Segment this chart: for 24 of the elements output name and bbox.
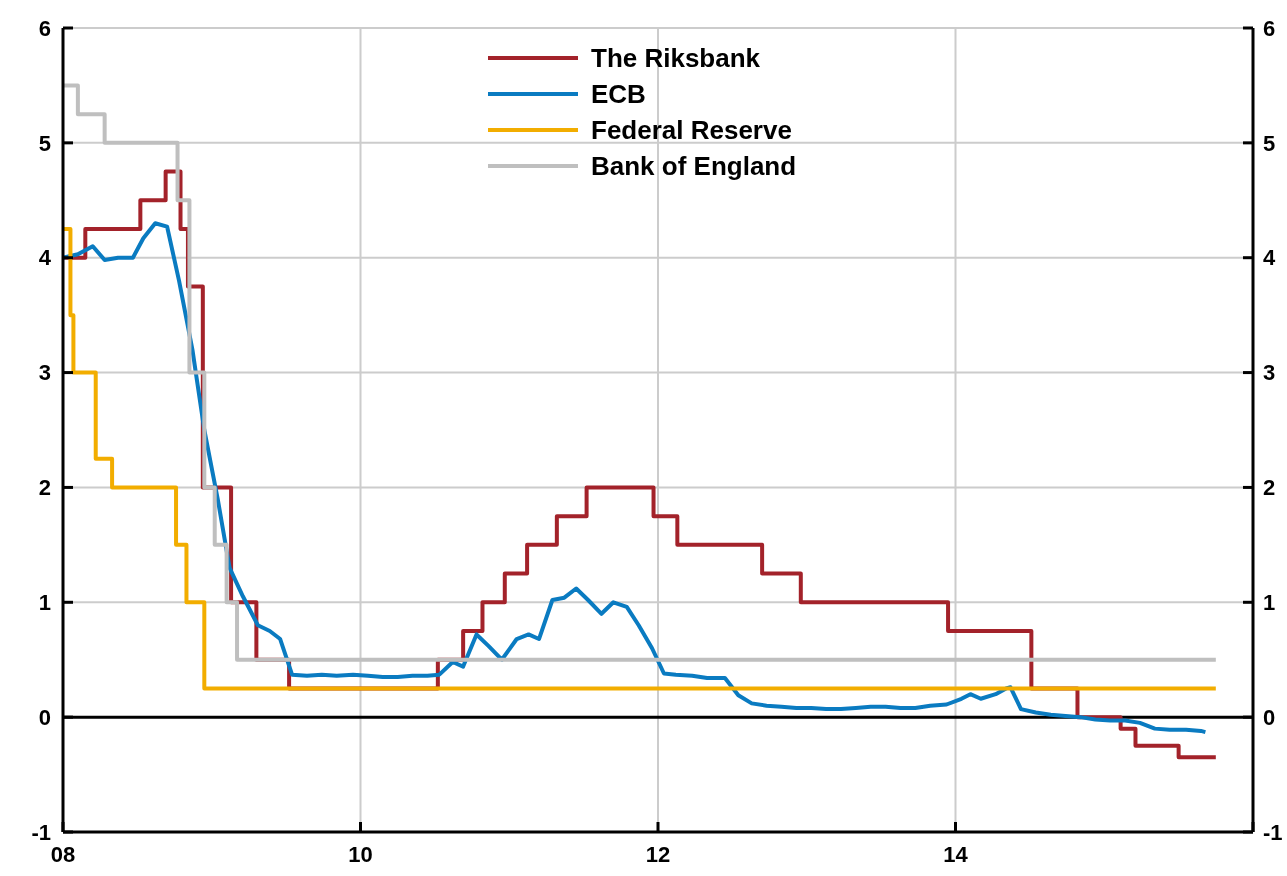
y2-tick-label: -1 xyxy=(1263,819,1283,845)
x-tick-label: 08 xyxy=(50,842,76,867)
y-tick-label: 2 xyxy=(38,475,51,501)
y-tick-label: 5 xyxy=(38,130,51,156)
y2-tick-label: 6 xyxy=(1263,15,1276,41)
legend-label: The Riksbank xyxy=(591,43,761,74)
y-tick-label: 0 xyxy=(38,704,51,730)
legend-label: Bank of England xyxy=(591,151,797,182)
y2-tick-label: 1 xyxy=(1263,589,1276,615)
y2-tick-label: 5 xyxy=(1263,130,1276,156)
y-tick-label: -1 xyxy=(31,819,51,845)
y2-tick-label: 0 xyxy=(1263,704,1276,730)
x-tick-label: 12 xyxy=(645,842,671,867)
y2-tick-label: 2 xyxy=(1263,475,1276,501)
y-tick-label: 3 xyxy=(38,360,51,386)
x-tick-label: 10 xyxy=(348,842,373,867)
y-tick-label: 4 xyxy=(38,245,52,271)
y-tick-label: 6 xyxy=(38,15,51,41)
legend-label: Federal Reserve xyxy=(591,115,792,146)
legend-label: ECB xyxy=(591,79,646,110)
y-tick-label: 1 xyxy=(38,589,51,615)
y2-tick-label: 4 xyxy=(1263,245,1276,271)
x-tick-label: 14 xyxy=(943,842,969,867)
y2-tick-label: 3 xyxy=(1263,360,1276,386)
